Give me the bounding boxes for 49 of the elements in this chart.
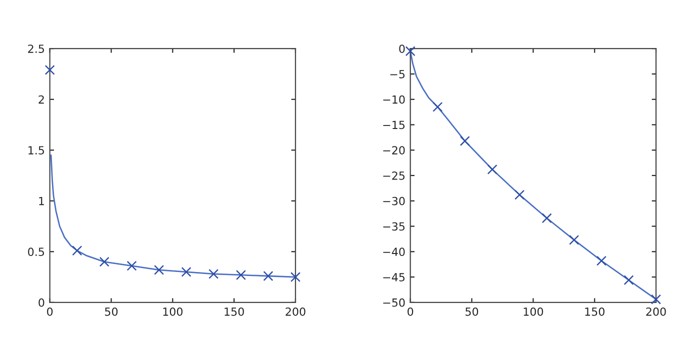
point (263, 270, 274, 282)
x-tick-label: 0 (408, 307, 414, 316)
x-tick-label: 150 (585, 307, 604, 316)
point (208, 268, 219, 279)
point (181, 266, 192, 277)
point (596, 256, 606, 266)
point (432, 102, 443, 112)
y-tick-label: 1.5 (28, 146, 44, 154)
point (405, 46, 416, 56)
x-tick-label: 150 (224, 307, 244, 316)
point (154, 264, 164, 275)
y-tick-label: −45 (383, 273, 405, 282)
y-tick-label: −5 (390, 70, 405, 78)
y-tick-label: 0.5 (28, 248, 44, 256)
x-tick-label: 200 (286, 307, 306, 316)
point (460, 136, 470, 146)
x-tick-label: 200 (646, 307, 666, 316)
point (487, 164, 498, 174)
y-tick-label: −10 (383, 95, 405, 104)
x-tick-label: 50 (105, 307, 118, 316)
y-tick-label: −30 (383, 196, 405, 206)
y-tick-label: −15 (383, 120, 405, 130)
y-tick-label: 0 (38, 298, 44, 307)
y-tick-label: 2.5 (28, 44, 44, 53)
y-tick-label: −25 (383, 171, 405, 180)
y-tick-label: 0 (399, 44, 405, 53)
y-tick-label: −35 (383, 222, 405, 231)
x-tick-label: 100 (524, 307, 544, 316)
point (236, 270, 246, 280)
point (126, 260, 137, 271)
point (624, 275, 634, 286)
y-tick-label: −20 (383, 146, 405, 154)
point (542, 213, 552, 224)
point (72, 246, 82, 256)
point (514, 190, 525, 200)
point (99, 256, 110, 267)
x-tick-label: 50 (466, 307, 478, 316)
x-tick-label: 0 (47, 307, 53, 316)
line-series (50, 154, 296, 278)
point (44, 64, 55, 75)
y-tick-label: 2 (38, 95, 44, 104)
line-series (410, 50, 656, 300)
y-tick-label: −50 (383, 298, 405, 307)
point (569, 234, 580, 245)
point (651, 294, 662, 304)
y-tick-label: −40 (383, 248, 405, 256)
x-tick-label: 100 (163, 307, 183, 316)
point (290, 272, 300, 282)
y-tick-label: 1 (39, 197, 44, 206)
